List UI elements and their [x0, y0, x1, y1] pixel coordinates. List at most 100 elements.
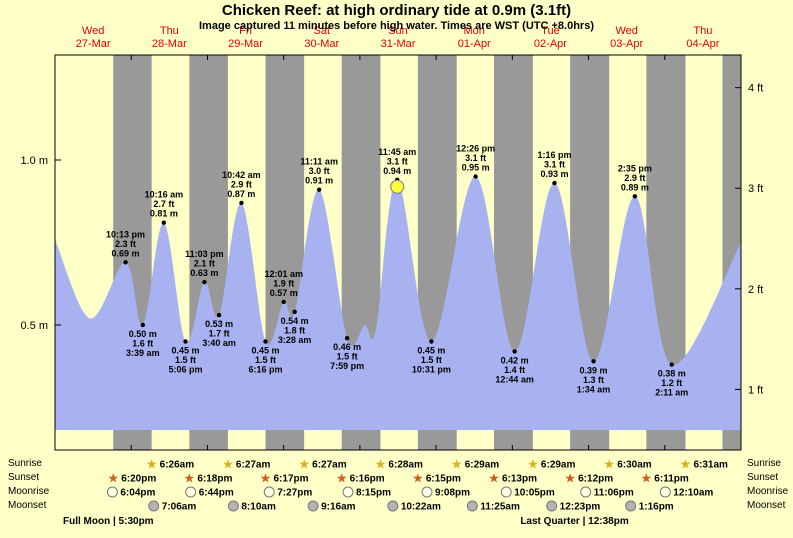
tide-annotation-low: 1.8 ft — [284, 325, 305, 335]
tide-annotation-low: 0.38 m — [658, 369, 686, 379]
tide-annotation-high: 0.95 m — [462, 163, 490, 173]
tide-annotation-high: 2:35 pm — [618, 163, 652, 173]
day-weekday-label: Wed — [82, 25, 104, 37]
moon-phase-label: Full Moon | 5:30pm — [63, 516, 154, 527]
y-axis-label-left: 0.5 m — [20, 320, 48, 332]
tide-annotation-low: 3:28 am — [278, 335, 312, 345]
tide-point-dot — [591, 359, 596, 364]
tide-annotation-low: 0.46 m — [333, 342, 361, 352]
sunset-time: 6:13pm — [502, 474, 537, 485]
tide-annotation-low: 0.50 m — [129, 329, 157, 339]
tide-point-dot — [429, 339, 434, 344]
day-date-label: 31-Mar — [381, 38, 416, 50]
tide-annotation-high: 10:42 am — [222, 170, 261, 180]
tide-point-dot — [669, 362, 674, 367]
tide-annotation-low: 10:31 pm — [412, 365, 451, 375]
tide-annotation-low: 3:40 am — [202, 338, 236, 348]
tide-point-dot — [473, 174, 478, 179]
tide-annotation-high: 2.3 ft — [115, 239, 136, 249]
moonset-time: 8:10am — [241, 502, 276, 513]
moonset-time: 7:06am — [162, 502, 197, 513]
tide-point-dot — [344, 336, 350, 341]
tide-annotation-low: 0.53 m — [205, 319, 233, 329]
tide-annotation-high: 2.1 ft — [194, 259, 215, 269]
tide-annotation-low: 1.6 ft — [132, 339, 153, 349]
tide-annotation-high: 11:45 am — [378, 147, 416, 157]
moon-phase-label: Last Quarter | 12:38pm — [520, 516, 629, 527]
tide-point-dot — [552, 180, 557, 186]
moonrise-circle-icon — [263, 486, 275, 498]
tide-annotation-high: 0.94 m — [383, 166, 411, 176]
moonset-row-label-right: Moonset — [747, 500, 786, 511]
tide-annotation-low: 0.45 m — [172, 346, 200, 356]
sunset-time: 6:12pm — [578, 474, 613, 485]
day-weekday-label: Thu — [160, 25, 179, 37]
tide-annotation-high: 0.81 m — [150, 209, 178, 219]
sunrise-star-icon: ★ — [146, 457, 158, 472]
moonset-circle-icon — [466, 500, 478, 512]
day-weekday-label: Tue — [541, 25, 560, 37]
day-date-label: 03-Apr — [610, 38, 643, 50]
sunrise-time: 6:27am — [236, 460, 271, 471]
y-axis-label-right: 1 ft — [748, 384, 763, 396]
moonrise-time: 10:05pm — [514, 488, 555, 499]
tide-annotation-high: 0.57 m — [270, 288, 298, 298]
sunrise-time: 6:29am — [541, 460, 576, 471]
day-weekday-label: Thu — [693, 25, 712, 37]
day-date-label: 02-Apr — [534, 38, 567, 50]
sunrise-star-icon: ★ — [603, 457, 615, 472]
tide-point-dot — [292, 309, 297, 314]
tide-annotation-low: 1.5 ft — [175, 355, 196, 365]
moonset-circle-icon — [148, 500, 160, 512]
tide-annotation-low: 1.2 ft — [661, 378, 682, 388]
sunset-star-icon: ★ — [640, 471, 652, 486]
tide-annotation-low: 1:34 am — [577, 384, 611, 394]
moonrise-circle-icon — [580, 486, 592, 498]
tide-annotation-high: 0.63 m — [190, 268, 218, 278]
day-date-label: 29-Mar — [228, 38, 263, 50]
tide-curve — [55, 176, 741, 430]
day-date-label: 04-Apr — [686, 38, 719, 50]
sunrise-star-icon: ★ — [527, 457, 539, 472]
tide-annotation-high: 1:16 pm — [537, 150, 571, 160]
sunrise-star-icon: ★ — [375, 457, 387, 472]
tide-annotation-low: 5:06 pm — [169, 365, 203, 375]
tide-annotation-low: 12:44 am — [495, 374, 534, 384]
moonrise-time: 7:27pm — [277, 488, 312, 499]
tide-annotation-low: 1.3 ft — [583, 375, 604, 385]
tide-annotation-high: 12:26 pm — [456, 144, 495, 154]
tide-point-dot — [216, 312, 222, 318]
tide-annotation-high: 3.1 ft — [387, 156, 408, 166]
tide-annotation-high: 1.9 ft — [273, 278, 294, 288]
tide-point-dot — [202, 279, 207, 285]
tide-annotation-high: 3.1 ft — [544, 160, 565, 170]
tide-point-dot — [281, 299, 286, 305]
tide-point-dot — [161, 220, 167, 225]
tide-annotation-low: 0.42 m — [501, 355, 529, 365]
tide-annotation-low: 0.45 m — [417, 346, 445, 356]
y-axis-label-right: 3 ft — [748, 183, 763, 195]
tide-annotation-low: 3:39 am — [126, 348, 160, 358]
sunset-star-icon: ★ — [412, 471, 424, 486]
sunset-star-icon: ★ — [107, 471, 119, 486]
sunrise-star-icon: ★ — [222, 457, 234, 472]
day-weekday-label: Mon — [464, 25, 485, 37]
moonset-time: 9:16am — [321, 502, 356, 513]
moonset-row-label-left: Moonset — [8, 500, 47, 511]
tide-annotation-high: 11:03 pm — [185, 249, 224, 259]
sunset-star-icon: ★ — [488, 471, 500, 486]
sunset-time: 6:18pm — [197, 474, 232, 485]
tide-annotation-low: 1.5 ft — [337, 352, 358, 362]
sunrise-time: 6:26am — [160, 460, 195, 471]
tide-annotation-high: 0.93 m — [540, 169, 568, 179]
day-weekday-label: Sat — [314, 25, 331, 37]
moonrise-time: 8:15pm — [356, 488, 391, 499]
moonrise-circle-icon — [185, 486, 197, 498]
day-weekday-label: Sun — [388, 25, 408, 37]
moonset-circle-icon — [227, 500, 239, 512]
y-axis-label-right: 4 ft — [748, 83, 763, 95]
tide-annotation-low: 1.7 ft — [209, 329, 230, 339]
tide-annotation-high: 2.9 ft — [231, 179, 252, 189]
moonrise-circle-icon — [342, 486, 354, 498]
tide-point-dot — [183, 339, 188, 344]
